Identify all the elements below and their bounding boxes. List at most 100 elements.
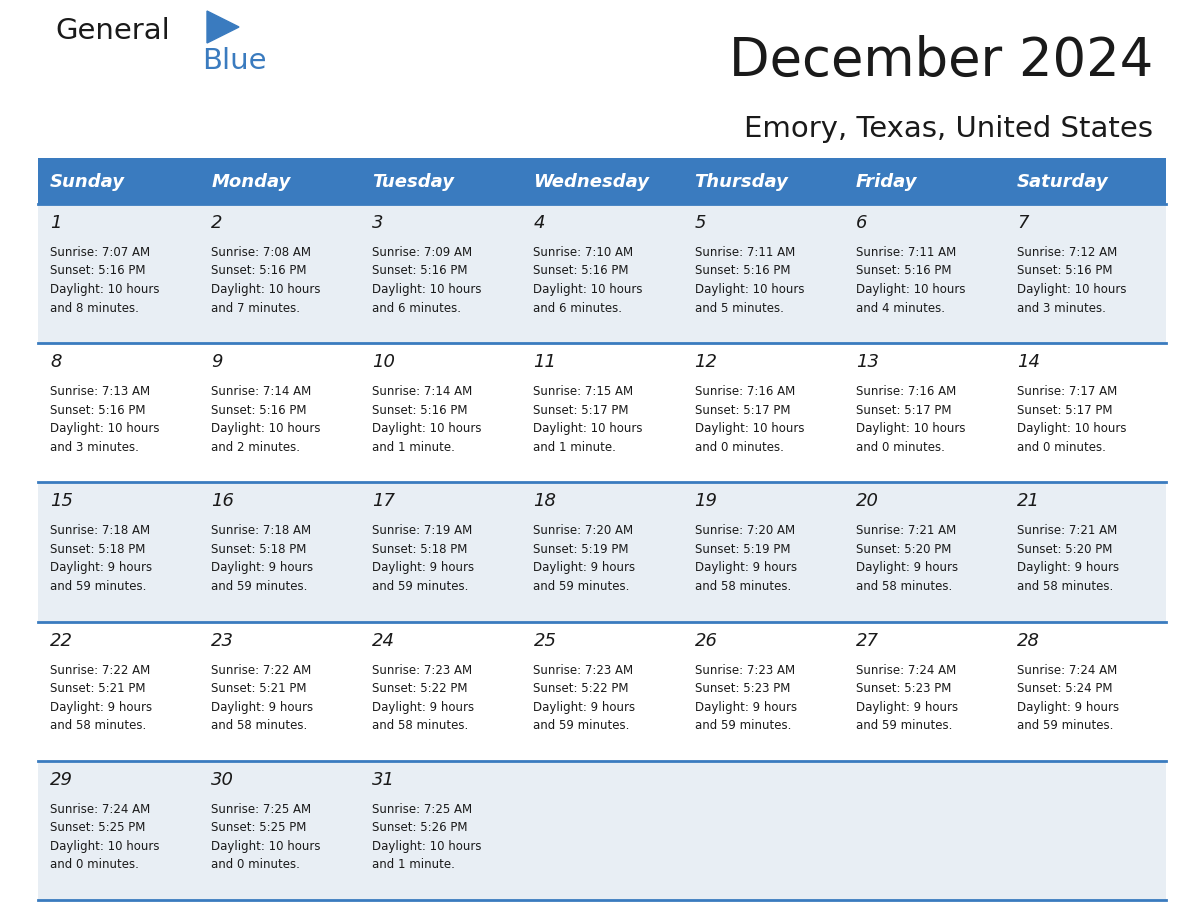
Text: Daylight: 10 hours: Daylight: 10 hours xyxy=(50,840,159,853)
Text: 13: 13 xyxy=(855,353,879,371)
Text: 28: 28 xyxy=(1017,632,1040,650)
Text: 14: 14 xyxy=(1017,353,1040,371)
Text: Sunrise: 7:18 AM: Sunrise: 7:18 AM xyxy=(50,524,150,537)
Text: Sunrise: 7:25 AM: Sunrise: 7:25 AM xyxy=(372,803,473,816)
Text: Sunrise: 7:24 AM: Sunrise: 7:24 AM xyxy=(1017,664,1117,677)
Text: and 58 minutes.: and 58 minutes. xyxy=(695,580,791,593)
Text: Sunrise: 7:25 AM: Sunrise: 7:25 AM xyxy=(211,803,311,816)
Text: and 3 minutes.: and 3 minutes. xyxy=(50,441,139,453)
Text: Sunrise: 7:22 AM: Sunrise: 7:22 AM xyxy=(50,664,150,677)
Text: and 59 minutes.: and 59 minutes. xyxy=(1017,719,1113,732)
Text: Daylight: 10 hours: Daylight: 10 hours xyxy=(372,283,482,296)
Text: 22: 22 xyxy=(50,632,72,650)
Text: 31: 31 xyxy=(372,771,396,789)
Text: and 3 minutes.: and 3 minutes. xyxy=(1017,301,1106,315)
Text: and 58 minutes.: and 58 minutes. xyxy=(1017,580,1113,593)
Text: Sunrise: 7:24 AM: Sunrise: 7:24 AM xyxy=(855,664,956,677)
Text: 18: 18 xyxy=(533,492,556,510)
Text: Sunset: 5:19 PM: Sunset: 5:19 PM xyxy=(533,543,628,556)
Text: Sunset: 5:16 PM: Sunset: 5:16 PM xyxy=(533,264,628,277)
Text: Sunset: 5:26 PM: Sunset: 5:26 PM xyxy=(372,822,468,834)
Text: Sunrise: 7:20 AM: Sunrise: 7:20 AM xyxy=(695,524,795,537)
Text: Daylight: 9 hours: Daylight: 9 hours xyxy=(1017,562,1119,575)
Text: Daylight: 9 hours: Daylight: 9 hours xyxy=(855,562,958,575)
Text: Sunset: 5:16 PM: Sunset: 5:16 PM xyxy=(211,404,307,417)
Text: Sunrise: 7:24 AM: Sunrise: 7:24 AM xyxy=(50,803,150,816)
Bar xyxy=(38,482,1165,621)
Text: Sunrise: 7:21 AM: Sunrise: 7:21 AM xyxy=(855,524,956,537)
Text: Daylight: 10 hours: Daylight: 10 hours xyxy=(695,283,804,296)
Text: and 5 minutes.: and 5 minutes. xyxy=(695,301,783,315)
Bar xyxy=(38,621,1165,761)
Text: Daylight: 10 hours: Daylight: 10 hours xyxy=(372,422,482,435)
Text: 1: 1 xyxy=(50,214,62,232)
Text: Daylight: 10 hours: Daylight: 10 hours xyxy=(695,422,804,435)
Text: 24: 24 xyxy=(372,632,396,650)
Text: and 6 minutes.: and 6 minutes. xyxy=(533,301,623,315)
Text: and 1 minute.: and 1 minute. xyxy=(372,858,455,871)
Text: Daylight: 10 hours: Daylight: 10 hours xyxy=(211,283,321,296)
Text: Sunset: 5:16 PM: Sunset: 5:16 PM xyxy=(855,264,952,277)
Text: Sunrise: 7:23 AM: Sunrise: 7:23 AM xyxy=(372,664,473,677)
Text: 23: 23 xyxy=(211,632,234,650)
Text: Daylight: 10 hours: Daylight: 10 hours xyxy=(211,840,321,853)
Text: 10: 10 xyxy=(372,353,396,371)
Text: Sunset: 5:22 PM: Sunset: 5:22 PM xyxy=(533,682,628,695)
Text: Sunrise: 7:15 AM: Sunrise: 7:15 AM xyxy=(533,386,633,398)
Bar xyxy=(38,761,1165,900)
Text: 7: 7 xyxy=(1017,214,1029,232)
Text: Sunset: 5:17 PM: Sunset: 5:17 PM xyxy=(533,404,628,417)
Text: 9: 9 xyxy=(211,353,222,371)
Text: and 59 minutes.: and 59 minutes. xyxy=(211,580,308,593)
Bar xyxy=(38,343,1165,482)
Text: Wednesday: Wednesday xyxy=(533,173,650,191)
Text: Sunset: 5:23 PM: Sunset: 5:23 PM xyxy=(855,682,952,695)
Text: Sunset: 5:21 PM: Sunset: 5:21 PM xyxy=(50,682,145,695)
Text: Sunrise: 7:13 AM: Sunrise: 7:13 AM xyxy=(50,386,150,398)
Text: Thursday: Thursday xyxy=(695,173,789,191)
Text: Sunset: 5:21 PM: Sunset: 5:21 PM xyxy=(211,682,307,695)
Text: Saturday: Saturday xyxy=(1017,173,1108,191)
Polygon shape xyxy=(207,11,239,43)
Text: and 0 minutes.: and 0 minutes. xyxy=(855,441,944,453)
Text: 2: 2 xyxy=(211,214,222,232)
Text: Sunrise: 7:14 AM: Sunrise: 7:14 AM xyxy=(372,386,473,398)
Text: Sunrise: 7:22 AM: Sunrise: 7:22 AM xyxy=(211,664,311,677)
Text: Sunrise: 7:18 AM: Sunrise: 7:18 AM xyxy=(211,524,311,537)
Text: Daylight: 10 hours: Daylight: 10 hours xyxy=(533,283,643,296)
Text: Sunset: 5:17 PM: Sunset: 5:17 PM xyxy=(1017,404,1112,417)
Text: Sunrise: 7:16 AM: Sunrise: 7:16 AM xyxy=(855,386,956,398)
Text: 5: 5 xyxy=(695,214,706,232)
Text: 27: 27 xyxy=(855,632,879,650)
Text: Daylight: 9 hours: Daylight: 9 hours xyxy=(372,562,474,575)
Text: Daylight: 9 hours: Daylight: 9 hours xyxy=(695,700,797,713)
Text: 21: 21 xyxy=(1017,492,1040,510)
Text: 4: 4 xyxy=(533,214,545,232)
Text: Sunrise: 7:07 AM: Sunrise: 7:07 AM xyxy=(50,246,150,259)
Text: Daylight: 9 hours: Daylight: 9 hours xyxy=(211,700,314,713)
Text: Daylight: 10 hours: Daylight: 10 hours xyxy=(50,422,159,435)
Text: 12: 12 xyxy=(695,353,718,371)
Text: Sunrise: 7:20 AM: Sunrise: 7:20 AM xyxy=(533,524,633,537)
Text: Daylight: 9 hours: Daylight: 9 hours xyxy=(372,700,474,713)
Bar xyxy=(38,158,1165,204)
Text: and 58 minutes.: and 58 minutes. xyxy=(211,719,308,732)
Text: 25: 25 xyxy=(533,632,556,650)
Text: Sunset: 5:16 PM: Sunset: 5:16 PM xyxy=(50,264,145,277)
Text: 3: 3 xyxy=(372,214,384,232)
Text: 11: 11 xyxy=(533,353,556,371)
Text: General: General xyxy=(55,17,170,45)
Text: 8: 8 xyxy=(50,353,62,371)
Text: and 4 minutes.: and 4 minutes. xyxy=(855,301,944,315)
Text: Daylight: 9 hours: Daylight: 9 hours xyxy=(50,562,152,575)
Text: Sunrise: 7:23 AM: Sunrise: 7:23 AM xyxy=(533,664,633,677)
Text: and 0 minutes.: and 0 minutes. xyxy=(50,858,139,871)
Text: Sunset: 5:17 PM: Sunset: 5:17 PM xyxy=(695,404,790,417)
Text: and 6 minutes.: and 6 minutes. xyxy=(372,301,461,315)
Text: and 58 minutes.: and 58 minutes. xyxy=(50,719,146,732)
Text: Sunset: 5:24 PM: Sunset: 5:24 PM xyxy=(1017,682,1112,695)
Text: and 8 minutes.: and 8 minutes. xyxy=(50,301,139,315)
Text: 20: 20 xyxy=(855,492,879,510)
Text: 30: 30 xyxy=(211,771,234,789)
Text: Sunrise: 7:08 AM: Sunrise: 7:08 AM xyxy=(211,246,311,259)
